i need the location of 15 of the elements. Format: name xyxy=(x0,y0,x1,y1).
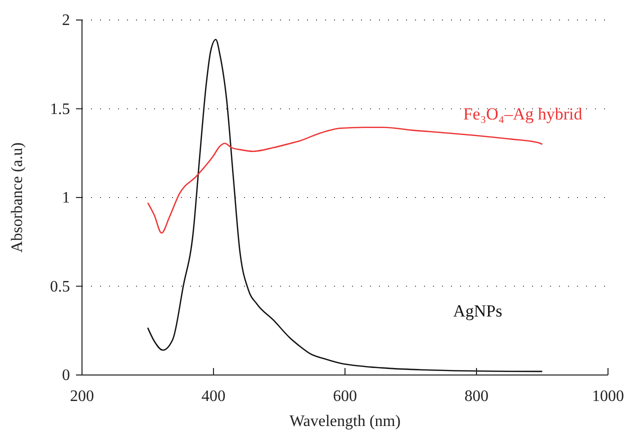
x-tick-label: 200 xyxy=(70,388,94,405)
y-tick-label: 0.5 xyxy=(50,278,70,296)
x-tick-label: 800 xyxy=(464,388,488,405)
text: AgNPs xyxy=(453,301,502,320)
series-label: Fe₃O₄–Ag hybrid xyxy=(463,104,583,124)
y-tick-label: 1.5 xyxy=(50,100,70,118)
y-axis-title: Absorbance (a.u) xyxy=(9,142,26,253)
x-tick-label: 1000 xyxy=(592,388,624,405)
x-tick-label: 600 xyxy=(333,388,357,405)
y-tick-label: 1 xyxy=(62,190,70,206)
y-tick-label: 2 xyxy=(62,12,70,29)
x-axis-title: Wavelength (nm) xyxy=(289,413,401,430)
line-series xyxy=(147,126,543,234)
x-tick-label: 400 xyxy=(202,388,226,405)
y-tick-label: 0 xyxy=(62,367,70,384)
